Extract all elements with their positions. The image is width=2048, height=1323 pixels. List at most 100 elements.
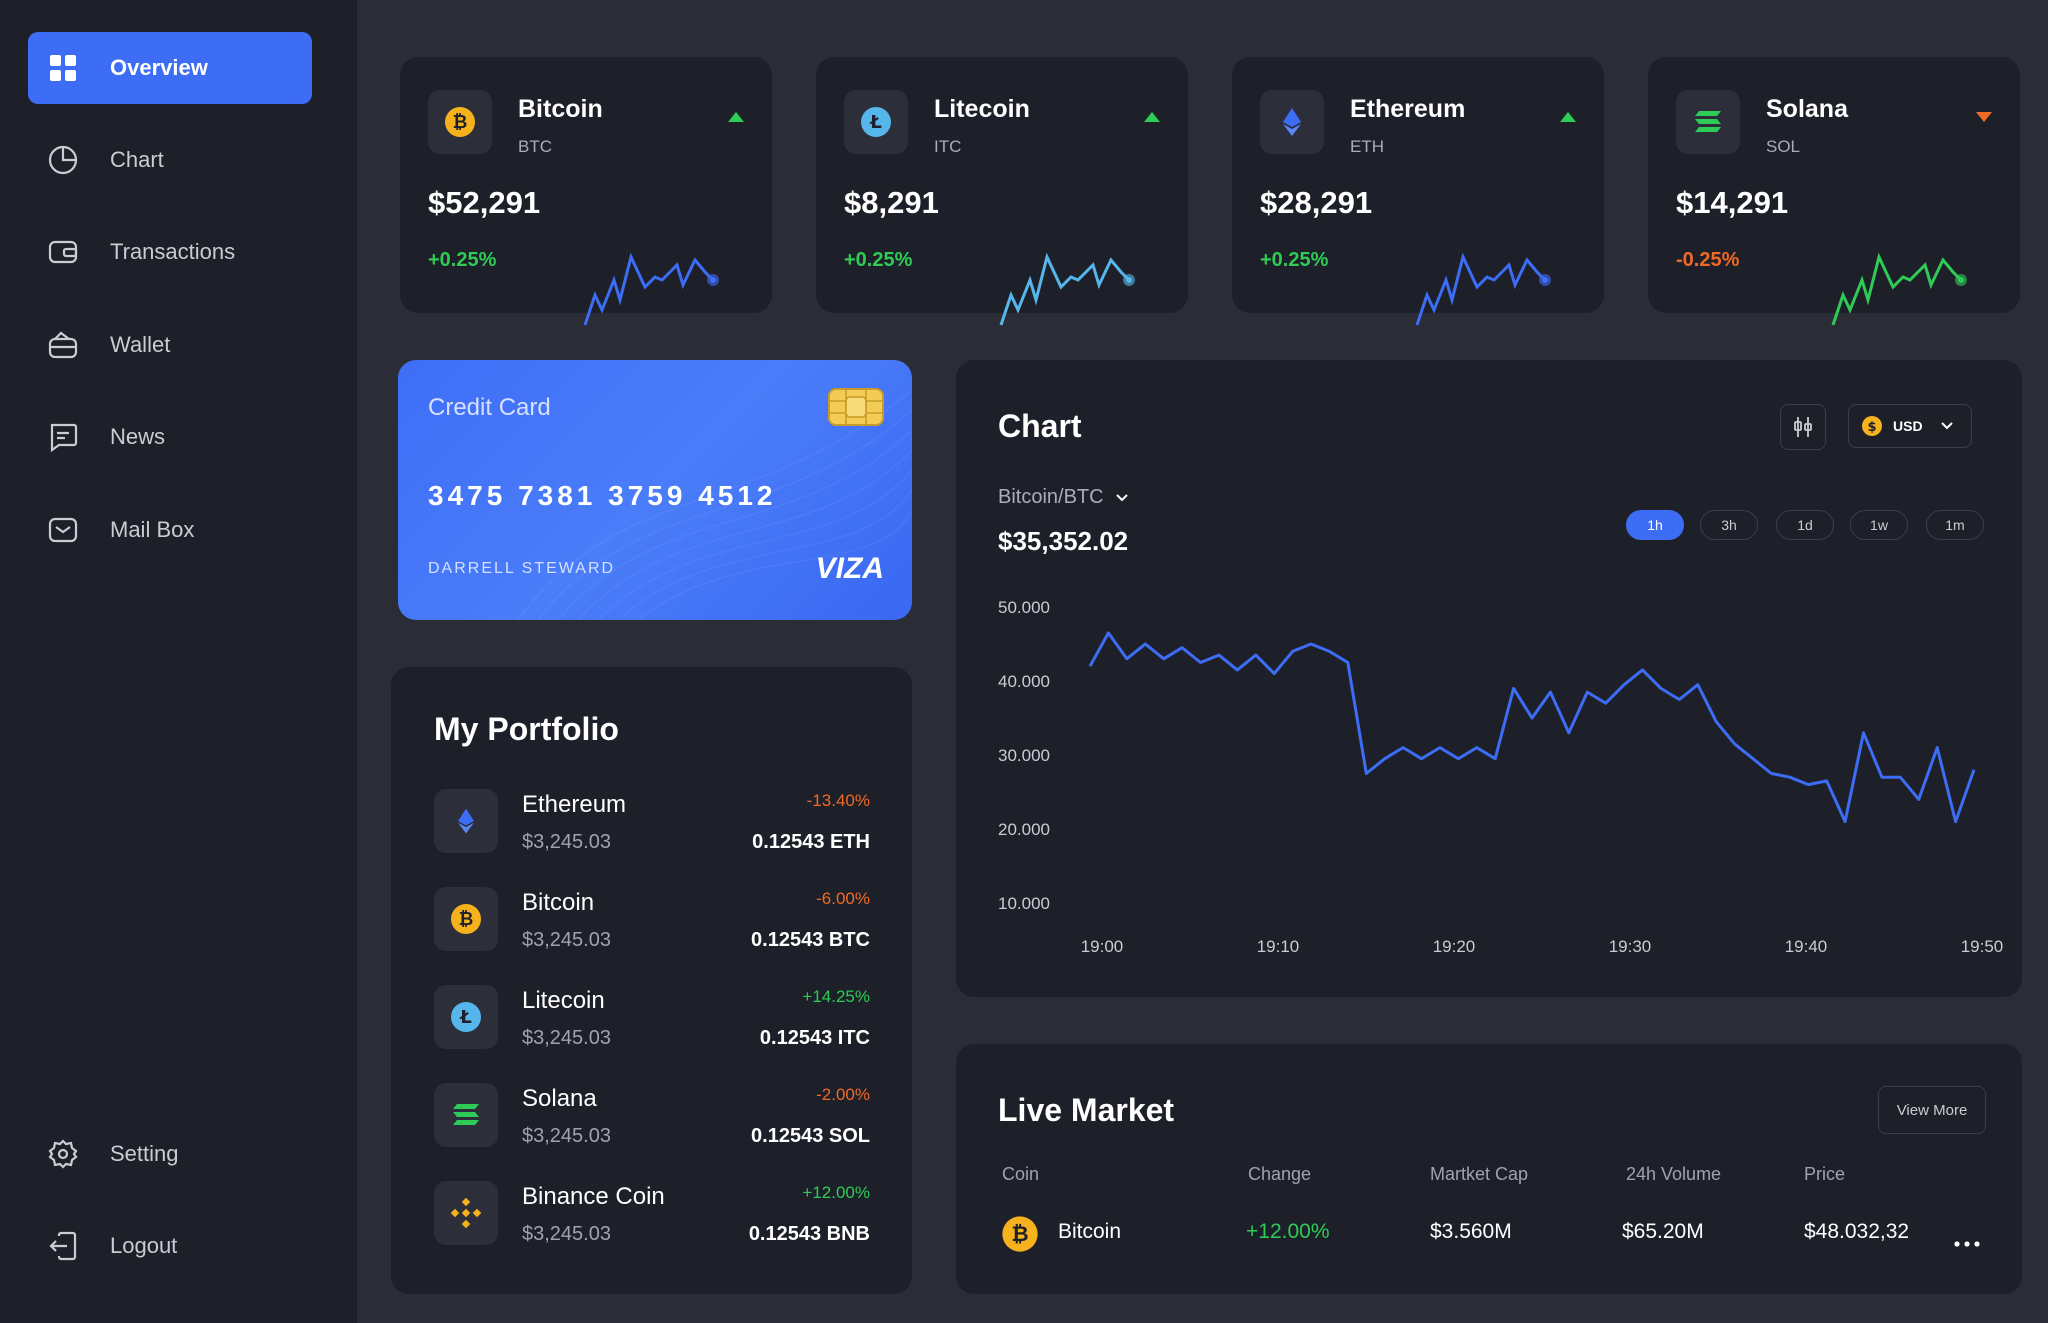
nav-label: Chart xyxy=(110,147,164,172)
coin-name: Solana xyxy=(1766,95,1848,123)
coin-card-bitcoin[interactable]: ₿ Bitcoin BTC $52,291 +0.25% xyxy=(400,57,772,326)
svg-text:Ł: Ł xyxy=(869,112,882,133)
chart-settings-button[interactable] xyxy=(1780,404,1826,450)
currency-select[interactable]: $ USD xyxy=(1848,404,1972,448)
trend-up-icon xyxy=(1560,109,1576,127)
portfolio-coin-change: -6.00% xyxy=(816,889,870,908)
grid-icon xyxy=(46,51,80,85)
coin-price: $14,291 xyxy=(1676,185,1789,220)
portfolio-item[interactable]: Binance Coin $3,245.03 +12.00% 0.12543 B… xyxy=(434,1181,870,1251)
nav-item-news[interactable]: News xyxy=(28,401,312,473)
currency-label: USD xyxy=(1893,418,1923,434)
sparkline xyxy=(1831,252,1967,326)
timeframe-1h[interactable]: 1h xyxy=(1626,510,1684,540)
price-chart: 50.000 40.000 30.000 20.000 10.000 19:00 19:10… xyxy=(998,598,2003,956)
market-coin-name: Bitcoin xyxy=(1058,1220,1122,1243)
portfolio-coin-change: -13.40% xyxy=(806,791,870,810)
coin-price: $52,291 xyxy=(428,185,541,220)
portfolio-coin-value: $3,245.03 xyxy=(522,929,611,951)
coin-card-solana[interactable]: Solana SOL $14,291 -0.25% xyxy=(1648,57,2020,326)
x-tick-label: 19:20 xyxy=(1433,937,1476,956)
card-number: 3475 7381 3759 4512 xyxy=(428,480,777,511)
portfolio-item[interactable]: ₿ Bitcoin $3,245.03 -6.00% 0.12543 BTC xyxy=(434,887,870,957)
nav-label: Mail Box xyxy=(110,517,195,542)
binance-icon xyxy=(434,1181,498,1245)
portfolio-coin-qty: 0.12543 BNB xyxy=(748,1223,870,1245)
view-more-button[interactable]: View More xyxy=(1878,1086,1986,1134)
coin-name: Litecoin xyxy=(934,95,1030,123)
nav-item-overview[interactable]: Overview xyxy=(28,32,312,104)
portfolio-coin-name: Solana xyxy=(522,1085,597,1112)
portfolio-coin-name: Bitcoin xyxy=(522,889,595,916)
timeframe-3h[interactable]: 3h xyxy=(1700,510,1758,540)
market-title: Live Market xyxy=(998,1092,1175,1128)
portfolio-coin-name: Litecoin xyxy=(522,987,605,1014)
pair-select[interactable]: Bitcoin/BTC xyxy=(998,486,1128,509)
pie-chart-icon xyxy=(46,143,80,177)
sparkline xyxy=(1415,252,1551,326)
portfolio-coin-change: -2.00% xyxy=(816,1085,870,1104)
more-options-icon[interactable] xyxy=(1954,1234,1980,1252)
bitcoin-icon: ₿ xyxy=(445,107,475,137)
portfolio-coin-qty: 0.12543 SOL xyxy=(751,1125,870,1147)
nav-label: Overview xyxy=(110,55,208,80)
card-brand: VIZA xyxy=(815,552,884,585)
credit-card[interactable]: Credit Card 3475 7381 3759 4512 DARRELL … xyxy=(398,360,912,620)
solana-icon xyxy=(434,1083,498,1147)
timeframe-1d[interactable]: 1d xyxy=(1776,510,1834,540)
coin-badge: ₿ xyxy=(428,90,492,154)
portfolio-coin-change: +14.25% xyxy=(802,987,870,1006)
coin-name: Ethereum xyxy=(1350,95,1466,123)
coin-badge xyxy=(1676,90,1740,154)
x-tick-label: 19:40 xyxy=(1785,937,1828,956)
portfolio-title: My Portfolio xyxy=(434,711,619,747)
market-cap: $3.560M xyxy=(1430,1220,1512,1243)
trend-up-icon xyxy=(728,109,744,127)
portfolio-item[interactable]: Solana $3,245.03 -2.00% 0.12543 SOL xyxy=(434,1083,870,1153)
y-tick-label: 50.000 xyxy=(998,598,1050,617)
nav-item-setting[interactable]: Setting xyxy=(28,1118,312,1190)
x-tick-label: 19:10 xyxy=(1257,937,1300,956)
timeframe-1w[interactable]: 1w xyxy=(1850,510,1908,540)
portfolio-coin-value: $3,245.03 xyxy=(522,1027,611,1049)
chevron-down-icon xyxy=(1940,422,1953,430)
coin-price: $28,291 xyxy=(1260,185,1373,220)
coin-change: +0.25% xyxy=(1260,249,1329,271)
header-price: Price xyxy=(1804,1164,1846,1184)
chart-title: Chart xyxy=(998,408,1082,444)
portfolio-coin-value: $3,245.03 xyxy=(522,831,611,853)
nav-item-chart[interactable]: Chart xyxy=(28,124,312,196)
gear-icon xyxy=(46,1137,80,1171)
timeframe-1m[interactable]: 1m xyxy=(1926,510,1984,540)
coin-change: +0.25% xyxy=(428,249,497,271)
coin-badge: Ł xyxy=(844,90,908,154)
nav-item-transactions[interactable]: Transactions xyxy=(28,216,312,288)
nav-item-logout[interactable]: Logout xyxy=(28,1210,312,1282)
header-market-cap: Martket Cap xyxy=(1430,1164,1529,1184)
nav-item-mailbox[interactable]: Mail Box xyxy=(28,494,312,566)
svg-text:₿: ₿ xyxy=(459,909,474,930)
y-tick-label: 20.000 xyxy=(998,820,1050,839)
portfolio-coin-name: Ethereum xyxy=(522,791,627,818)
portfolio-item[interactable]: Ł Litecoin $3,245.03 +14.25% 0.12543 ITC xyxy=(434,985,870,1055)
price-line xyxy=(1088,631,1976,824)
y-tick-label: 10.000 xyxy=(998,894,1050,913)
nav-label: Logout xyxy=(110,1233,178,1258)
mail-icon xyxy=(46,513,80,547)
x-tick-label: 19:30 xyxy=(1609,937,1652,956)
nav-label: Setting xyxy=(110,1141,179,1166)
portfolio-item[interactable]: Ethereum $3,245.03 -13.40% 0.12543 ETH xyxy=(434,789,870,859)
coin-card-ethereum[interactable]: Ethereum ETH $28,291 +0.25% xyxy=(1232,57,1604,326)
nav-item-wallet[interactable]: Wallet xyxy=(28,309,312,381)
trend-up-icon xyxy=(1144,109,1160,127)
message-icon xyxy=(46,420,80,454)
litecoin-icon: Ł xyxy=(434,985,498,1049)
nav-label: Wallet xyxy=(110,332,171,357)
chart-panel: Chart $ USD Bitcoin/BTC $35,352.02 1h 3h 1… xyxy=(956,360,2022,997)
portfolio-coin-name: Binance Coin xyxy=(522,1183,665,1210)
ethereum-icon xyxy=(434,789,498,853)
market-price: $48.032,32 xyxy=(1804,1220,1910,1243)
coin-card-litecoin[interactable]: Ł Litecoin ITC $8,291 +0.25% xyxy=(816,57,1188,326)
svg-text:$: $ xyxy=(1867,420,1876,435)
sparkline xyxy=(999,252,1135,326)
